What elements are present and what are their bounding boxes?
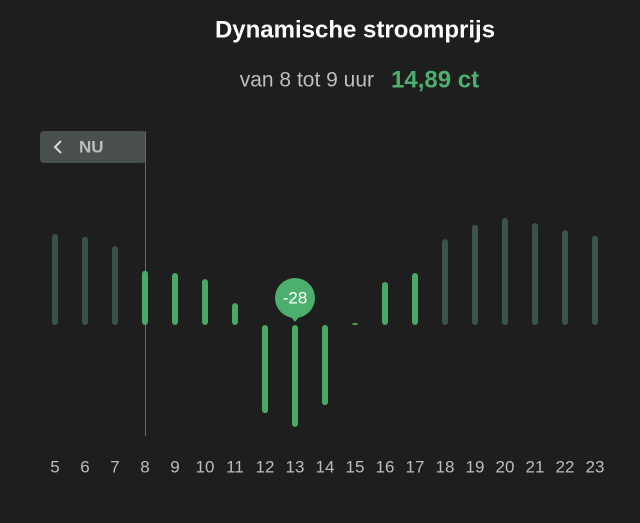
bar <box>232 303 238 325</box>
chevron-icon[interactable] <box>53 140 62 154</box>
bar <box>412 272 418 325</box>
x-tick-label: 16 <box>376 457 395 476</box>
x-tick-label: 12 <box>256 457 275 476</box>
x-tick-label: 13 <box>286 457 305 476</box>
x-tick-label: 21 <box>526 457 545 476</box>
x-tick-label: 22 <box>556 457 575 476</box>
x-tick-label: 15 <box>346 457 365 476</box>
x-tick-label: 20 <box>496 457 515 476</box>
bar <box>562 229 568 325</box>
bar <box>352 323 358 325</box>
tooltip-bubble <box>275 278 315 318</box>
bar <box>322 325 328 406</box>
now-button[interactable]: NU <box>40 131 146 163</box>
bar <box>172 272 178 325</box>
now-button-bg[interactable] <box>40 131 146 163</box>
x-tick-label: 17 <box>406 457 425 476</box>
x-tick-label: 14 <box>316 457 335 476</box>
bar <box>442 239 448 325</box>
subtitle: van 8 tot 9 uur <box>240 69 374 92</box>
x-tick-label: 10 <box>196 457 215 476</box>
x-tick-label: 6 <box>80 457 89 476</box>
current-price: 14,89 ct <box>391 66 479 93</box>
bar <box>82 236 88 325</box>
x-tick-label: 5 <box>50 457 59 476</box>
bar <box>292 325 298 427</box>
x-tick-label: 19 <box>466 457 485 476</box>
bar <box>592 235 598 325</box>
bar <box>262 325 268 414</box>
bar <box>472 224 478 325</box>
bar <box>112 246 118 325</box>
x-tick-label: 23 <box>586 457 605 476</box>
x-tick-label: 9 <box>170 457 179 476</box>
chart-title: Dynamische stroomprijs <box>215 16 495 43</box>
bar <box>142 270 148 325</box>
x-tick-label: 11 <box>226 457 244 476</box>
x-tick-label: 18 <box>436 457 455 476</box>
bar <box>382 282 388 325</box>
now-label[interactable]: NU <box>79 137 104 156</box>
value-label: -28 <box>283 288 308 307</box>
x-tick-label: 7 <box>110 457 119 476</box>
bar <box>532 223 538 325</box>
bar <box>502 217 508 325</box>
bar <box>202 279 208 325</box>
x-tick-label: 8 <box>140 457 149 476</box>
bar <box>52 234 58 325</box>
